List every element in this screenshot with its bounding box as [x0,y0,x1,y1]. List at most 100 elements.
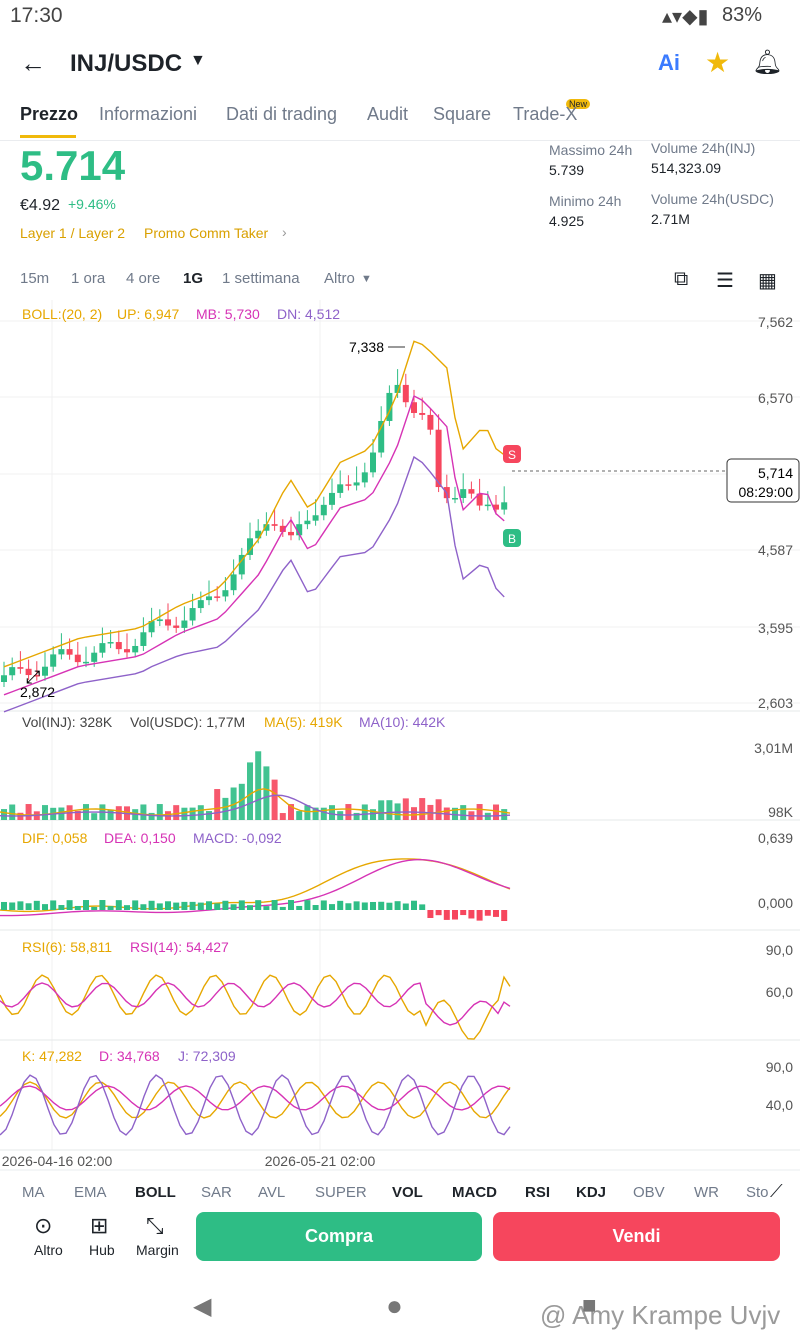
kdj-j [0,1074,511,1136]
macd-bar [304,900,311,910]
volume-bar [271,779,278,820]
interval[interactable]: 4 ore [126,270,161,287]
volume-bar [222,797,229,820]
pair-title[interactable]: INJ/USDC [70,50,183,77]
tool-icon[interactable]: ▦ [758,270,777,292]
candle-body [312,515,319,521]
sell-button[interactable]: Vendi [493,1212,780,1261]
macd-bar [345,903,352,910]
candle-body [33,675,40,677]
interval[interactable]: 1G [183,270,204,287]
indicator-tab[interactable]: MA [22,1184,45,1201]
indicator-tab[interactable]: VOL [392,1184,423,1201]
macd-bar [386,902,393,910]
indicator-legend: MB: 5,730 [196,306,260,322]
volume-bar [74,810,81,820]
volume-bar [42,805,48,820]
macd-bar [124,905,130,910]
volume-bar [148,812,155,820]
indicator-tab[interactable]: EMA [74,1184,107,1201]
kdj-k [0,1081,511,1119]
candle-body [238,554,245,575]
pair-caret[interactable]: ▼ [190,52,206,69]
macd-bar [493,910,499,917]
tab[interactable]: Audit [367,104,409,124]
nav-back[interactable]: ◀ [193,1293,212,1320]
macd-bar [427,910,434,918]
tag[interactable]: Promo Comm Taker [144,225,269,241]
favorite-button[interactable]: ★ [705,47,731,78]
vol-ma10 [0,794,511,817]
tab[interactable]: Trade-X [513,104,578,124]
indicator-tab[interactable]: AVL [258,1184,286,1201]
high-label: 7,338 [349,339,384,355]
ai-button[interactable]: Ai [658,50,680,75]
volume-bar [247,762,253,820]
macd-bar [33,900,40,910]
tab[interactable]: Informazioni [99,104,198,124]
volume-bar [353,812,360,820]
volume-bar [386,800,393,820]
tool-icon[interactable]: ☰ [716,270,734,292]
macd-bar [255,900,262,910]
candle-body [378,420,385,453]
macd-bar [181,901,188,910]
macd-bar [230,904,237,910]
tag[interactable]: Layer 1 / Layer 2 [20,225,126,241]
indicator-tab[interactable]: MACD [452,1184,497,1201]
tab[interactable]: Dati di trading [226,104,338,124]
candle-body [329,492,335,505]
macd-bar [107,906,114,910]
indicator-settings[interactable]: ⟋ [770,1181,783,1201]
action-label[interactable]: Altro [34,1242,63,1258]
candle-body [83,661,89,664]
volume-bar [435,799,442,820]
macd-bar [50,900,57,910]
volume-bar [91,813,98,820]
interval[interactable]: 1 settimana [222,270,300,287]
macd-bar [460,910,467,916]
volume-bar [419,798,426,820]
indicator-tab[interactable]: Sto [746,1184,769,1201]
candle-body [394,384,401,393]
back-button[interactable]: ← [20,48,46,78]
indicator-tab[interactable]: OBV [633,1184,665,1201]
indicator-tab[interactable]: KDJ [576,1184,607,1201]
indicator-tab[interactable]: SUPER [315,1184,367,1201]
volume-bar [189,807,196,820]
buy-button[interactable]: Compra [196,1212,482,1261]
clock: 17:30 [10,4,63,27]
candle-body [42,666,48,676]
tab[interactable]: Prezzo [20,104,79,124]
macd-bar [222,900,229,910]
volume-bar [25,804,32,820]
alert-button[interactable]: 🔔︎ [752,49,783,76]
volume-bar [181,807,188,820]
indicator-tab[interactable]: RSI [525,1184,551,1201]
action-label[interactable]: Hub [89,1242,115,1258]
candle-body [156,619,163,622]
nav-recent[interactable]: ■ [582,1292,597,1319]
indicator-tab[interactable]: BOLL [135,1184,176,1201]
interval[interactable]: 15m [20,270,50,287]
boll-upper [3,340,505,668]
macd-bar [197,902,204,910]
tab[interactable]: Square [433,104,492,124]
interval[interactable]: Altro [324,270,355,287]
candle-body [9,667,16,676]
volume-bar [452,807,458,820]
stat-label: Volume 24h(USDC) [651,191,774,207]
macd-bar [279,906,286,910]
axis-label: 60,0 [766,984,793,1000]
nav-home[interactable]: ● [386,1290,403,1321]
stat-value: 514,323.09 [651,160,722,176]
axis-label: 90,0 [766,942,793,958]
indicator-tab[interactable]: SAR [201,1184,232,1201]
macd-bar [378,901,385,910]
boll-lower [3,455,505,713]
tool-icon[interactable]: ⧉ [674,268,689,290]
interval[interactable]: 1 ora [71,270,106,287]
indicator-tab[interactable]: WR [694,1184,719,1201]
action-label[interactable]: Margin [136,1242,179,1258]
